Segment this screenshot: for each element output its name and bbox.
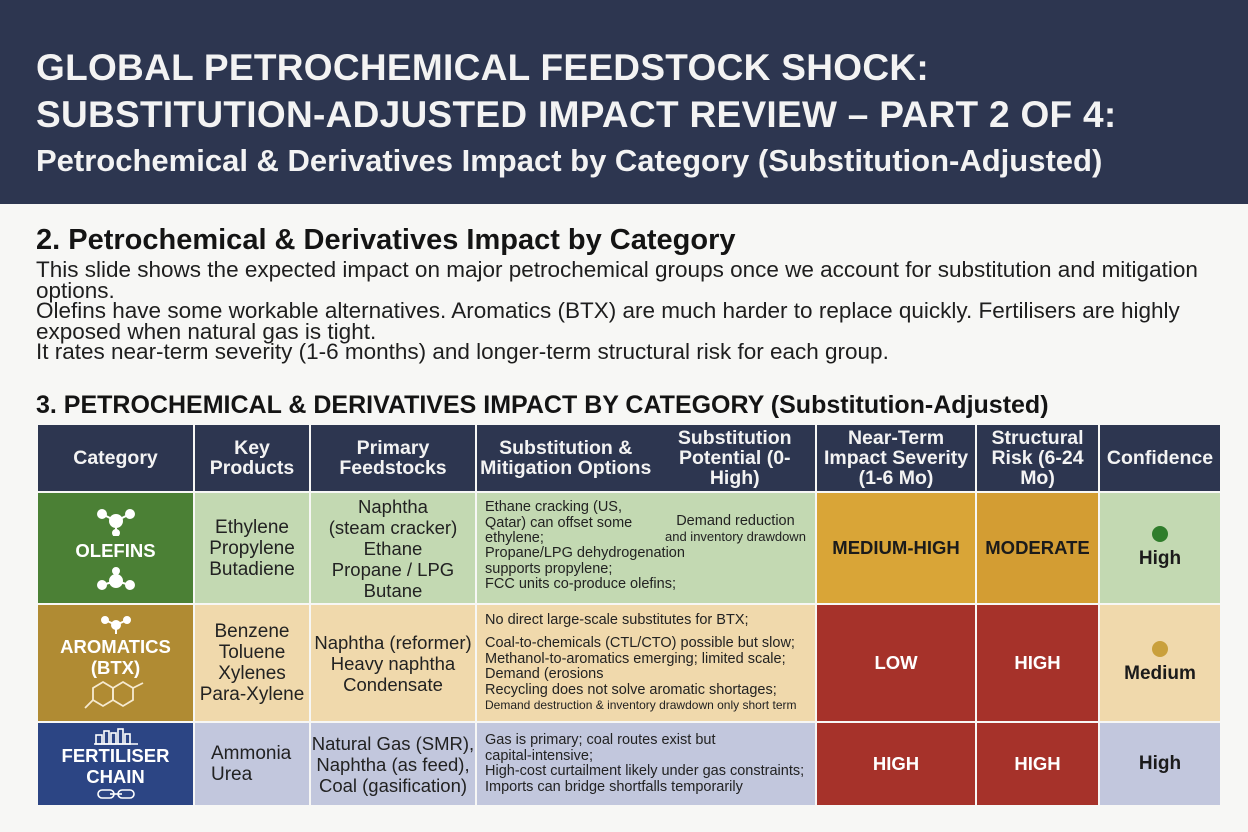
feedstocks-aromatics: Naphtha (reformer) Heavy naphtha Condens… [309,603,477,723]
feedstock-item: Natural Gas (SMR), [311,732,475,754]
intro-text: This slide shows the expected impact on … [36,257,1216,364]
confidence-fertiliser: High [1098,721,1223,807]
substitution-line: capital-intensive; [485,747,593,764]
key-products-fertiliser: Ammonia Urea [193,721,311,807]
feedstock-item: Naphtha (reformer) [314,631,472,653]
substitution-line: supports propylene; [485,560,613,577]
structural-aromatics: HIGH [975,603,1101,723]
subtitle: Petrochemical & Derivatives Impact by Ca… [36,143,1103,178]
product-item: Butadiene [209,558,295,580]
category-fertiliser: FERTILISER CHAIN [36,721,195,807]
near-term-aromatics: LOW [815,603,978,723]
category-label: OLEFINS [75,539,156,561]
feedstock-item: Ethane [363,537,423,559]
chain-link-icon [96,789,135,799]
confidence-label: High [1138,753,1182,774]
confidence-dot [1152,641,1169,657]
col-header-substitution-potential: Substitution Potential (0-High) [677,427,792,489]
confidence-aromatics: Medium [1098,603,1223,723]
substitution-line: No direct large-scale substitutes for BT… [485,611,749,628]
product-item: Ammonia [211,743,292,764]
substitution-line: Recycling does not solve aromatic shorta… [485,681,777,698]
feedstocks-fertiliser: Natural Gas (SMR), Naphtha (as feed), Co… [309,721,477,807]
substitution-line: FCC units co-produce olefins; [485,576,676,592]
substitution-fertiliser: Gas is primary; coal routes exist but ca… [474,721,818,807]
substitution-line: Qatar) can offset some [485,514,633,531]
feedstocks-olefins: Naphtha (steam cracker) Ethane Propane /… [309,491,477,605]
col-header-primary-feedstocks: Primary Feedstocks [309,423,477,493]
product-item: Propylene [209,537,295,559]
confidence-label: High [1138,548,1182,569]
category-olefins: OLEFINS [36,491,195,605]
confidence-dot [1152,526,1169,542]
substitution-olefins: Ethane cracking (US, Qatar) can offset s… [474,491,818,605]
benzene-ring-icon [83,680,143,709]
feedstock-item: Naphtha (as feed), [316,753,470,775]
feedstock-item: Heavy naphtha [330,652,456,674]
category-label: CHAIN [86,766,145,787]
feedstock-item: Coal (gasification) [318,774,468,796]
near-term-olefins: MEDIUM-HIGH [815,491,978,605]
category-label: FERTILISER [61,745,170,766]
product-item: Benzene [214,621,290,642]
intro-line-3: It rates near-term severity (1-6 months)… [36,339,889,364]
structural-olefins: MODERATE [975,491,1101,605]
feedstock-item: (steam cracker) [328,516,458,538]
col-header-confidence: Confidence [1098,423,1223,493]
substitution-line: Demand destruction & inventory drawdown … [485,698,797,712]
category-label: AROMATICS [60,636,171,657]
substitution-line: Demand (erosions [485,666,604,682]
product-item: Xylenes [218,663,286,684]
substitution-line: Imports can bridge shortfalls temporaril… [485,778,743,795]
substitution-line: Ethane cracking (US, [485,499,623,515]
col-header-structural: Structural Risk (6-24 Mo) [975,423,1101,493]
intro-line-1: This slide shows the expected impact on … [36,257,1198,303]
substitution-line: ethylene; [485,530,544,546]
confidence-label: Medium [1124,663,1196,684]
substitution-line: and inventory drawdown [665,529,806,544]
substitution-line: Gas is primary; coal routes exist but [485,732,716,748]
molecule-icon [96,508,135,536]
title-line-2: SUBSTITUTION-ADJUSTED IMPACT REVIEW – PA… [36,94,1117,135]
col-header-substitution: Substitution & Mitigation Options Substi… [474,423,818,493]
product-item: Para-Xylene [199,684,305,705]
near-term-fertiliser: HIGH [815,721,978,807]
feedstock-item: Naphtha [358,495,428,517]
title-line-1: GLOBAL PETROCHEMICAL FEEDSTOCK SHOCK: [36,47,929,88]
category-label: (BTX) [90,657,141,678]
structural-fertiliser: HIGH [975,721,1101,807]
table-heading: 3. PETROCHEMICAL & DERIVATIVES IMPACT BY… [36,391,1049,419]
molecule-icon [100,616,131,634]
table-row-aromatics: AROMATICS (BTX) Benzene Toluene Xylenes … [36,603,1223,723]
feedstock-item: Condensate [343,673,443,695]
product-item: Toluene [218,642,286,663]
product-item: Urea [211,764,253,785]
substitution-line: Methanol-to-aromatics emerging; limited … [485,650,786,667]
molecule-small-icon [96,566,135,590]
category-aromatics: AROMATICS (BTX) [36,603,195,723]
impact-table: Category Key Products Primary Feedstocks… [36,423,1223,807]
key-products-aromatics: Benzene Toluene Xylenes Para-Xylene [193,603,311,723]
substitution-aromatics: No direct large-scale substitutes for BT… [474,603,818,723]
title-banner: GLOBAL PETROCHEMICAL FEEDSTOCK SHOCK: SU… [0,0,1248,204]
factory-icon [93,728,138,745]
table-row-olefins: OLEFINS Ethylene Propylene Butadiene Nap… [36,491,1223,605]
substitution-line: Coal-to-chemicals (CTL/CTO) possible but… [485,635,795,651]
key-products-olefins: Ethylene Propylene Butadiene [193,491,311,605]
section-heading: 2. Petrochemical & Derivatives Impact by… [36,224,736,256]
table-header-row: Category Key Products Primary Feedstocks… [36,423,1223,493]
col-header-substitution-options: Substitution & Mitigation Options [480,437,652,479]
product-item: Ethylene [215,516,289,538]
substitution-line: Demand reduction [676,513,795,529]
col-header-category: Category [36,423,195,493]
intro-line-2: Olefins have some workable alternatives.… [36,298,1180,344]
substitution-line: High-cost curtailment likely under gas c… [485,763,805,779]
col-header-key-products: Key Products [193,423,311,493]
table-row-fertiliser: FERTILISER CHAIN Ammonia Urea Natural Ga… [36,721,1223,807]
feedstock-item: Propane / LPG [331,558,455,580]
feedstock-item: Butane [363,579,423,601]
col-header-near-term: Near-Term Impact Severity (1-6 Mo) [815,423,978,493]
substitution-line: Propane/LPG dehydrogenation [485,545,685,561]
confidence-olefins: High [1098,491,1223,605]
